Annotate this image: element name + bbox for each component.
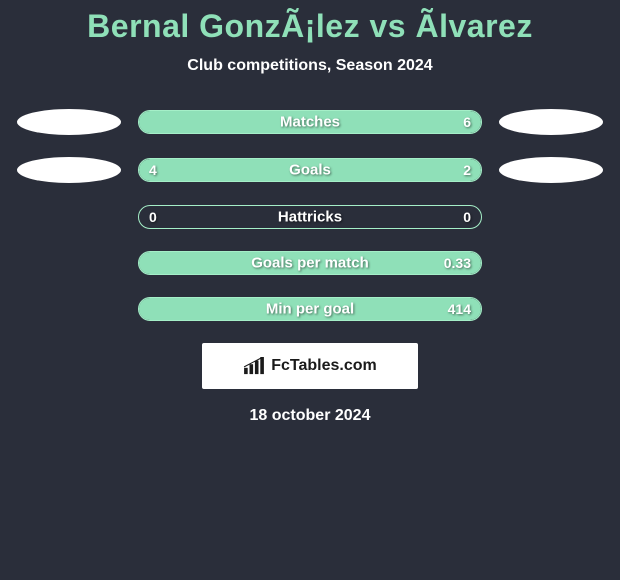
stat-bar: 0 0Hattricks: [138, 205, 482, 229]
player-right-marker: [499, 109, 603, 135]
bar-value-right: 0: [463, 209, 471, 225]
bar-right-fill: [367, 159, 481, 181]
bars-icon: [243, 357, 265, 375]
stat-bar: 6Matches: [138, 110, 482, 134]
stat-bar: 42Goals: [138, 158, 482, 182]
comparison-infographic: Bernal GonzÃ¡lez vs Ãlvarez Club competi…: [0, 0, 620, 425]
right-slot: [482, 109, 620, 135]
stat-row: 0.33Goals per match: [0, 251, 620, 275]
bar-value-left: 0: [149, 209, 157, 225]
stat-row: 6Matches: [0, 109, 620, 135]
player-right-marker: [499, 157, 603, 183]
bar-right-fill: [139, 298, 481, 320]
bar-right-fill: [139, 252, 481, 274]
stat-rows: 6Matches 42Goals 0 0Hattricks 0.33Goals per …: [0, 109, 620, 321]
right-slot: [482, 157, 620, 183]
left-slot: [0, 109, 138, 135]
page-title: Bernal GonzÃ¡lez vs Ãlvarez: [0, 8, 620, 45]
stat-bar: 0.33Goals per match: [138, 251, 482, 275]
stat-bar: 414Min per goal: [138, 297, 482, 321]
stat-row: 42Goals: [0, 157, 620, 183]
left-slot: [0, 157, 138, 183]
bar-left-fill: [139, 159, 367, 181]
player-left-marker: [17, 157, 121, 183]
date-text: 18 october 2024: [0, 407, 620, 425]
stat-row: 0 0Hattricks: [0, 205, 620, 229]
badge-text: FcTables.com: [271, 357, 377, 375]
bar-label: Hattricks: [139, 209, 481, 226]
subtitle: Club competitions, Season 2024: [0, 57, 620, 75]
player-left-marker: [17, 109, 121, 135]
stat-row: 414Min per goal: [0, 297, 620, 321]
bar-right-fill: [139, 111, 481, 133]
source-badge: FcTables.com: [202, 343, 418, 389]
